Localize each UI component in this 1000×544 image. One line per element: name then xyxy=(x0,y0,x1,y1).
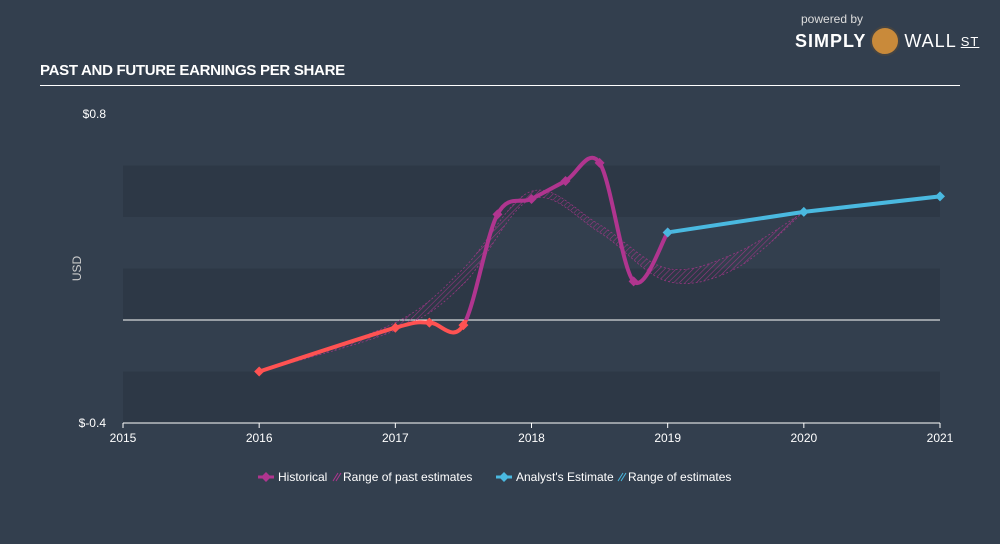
historical-point xyxy=(560,175,571,186)
x-tick-label: 2017 xyxy=(382,431,409,445)
grid-band xyxy=(123,371,940,423)
legend-diamond-icon xyxy=(261,472,271,482)
powered-by-text: powered by xyxy=(801,12,864,26)
historical-point xyxy=(628,276,639,287)
brand-simply: SIMPLY xyxy=(795,30,867,51)
legend-label: Historical xyxy=(278,470,327,484)
x-tick-label: 2019 xyxy=(654,431,681,445)
legend-diamond-icon xyxy=(499,472,509,482)
x-tick-label: 2016 xyxy=(246,431,273,445)
brand-wall: WALL xyxy=(904,30,957,51)
y-axis-label: USD xyxy=(70,256,84,282)
legend-hatch-icon xyxy=(617,472,627,482)
estimate-point xyxy=(798,206,809,217)
legend-label: Analyst's Estimate xyxy=(516,470,614,484)
historical-point xyxy=(594,157,605,168)
x-tick-label: 2015 xyxy=(110,431,137,445)
legend-label: Range of estimates xyxy=(628,470,731,484)
legend-hatch-icon xyxy=(332,472,342,482)
historical-line-negative xyxy=(258,320,469,374)
legend-label: Range of past estimates xyxy=(343,470,472,484)
x-tick-label: 2020 xyxy=(790,431,817,445)
y-tick-label: $-0.4 xyxy=(79,416,107,430)
estimate-point xyxy=(662,227,673,238)
brand-st: ST xyxy=(960,33,980,49)
historical-point xyxy=(526,193,537,204)
title-divider xyxy=(40,85,960,86)
simply-wall-st-logo: powered by SIMPLY WALL ST xyxy=(795,12,980,56)
grid-band xyxy=(123,268,940,320)
historical-point xyxy=(254,366,265,377)
y-tick-label: $0.8 xyxy=(83,107,107,121)
historical-point xyxy=(492,209,503,220)
historical-point xyxy=(424,317,435,328)
x-tick-label: 2021 xyxy=(927,431,954,445)
historical-line-positive xyxy=(463,155,670,320)
bull-mascot-icon xyxy=(870,26,901,56)
historical-point xyxy=(458,320,469,331)
historical-point xyxy=(390,322,401,333)
x-tick-label: 2018 xyxy=(518,431,545,445)
estimate-point xyxy=(935,191,945,202)
chart-title: PAST AND FUTURE EARNINGS PER SHARE xyxy=(40,62,345,79)
